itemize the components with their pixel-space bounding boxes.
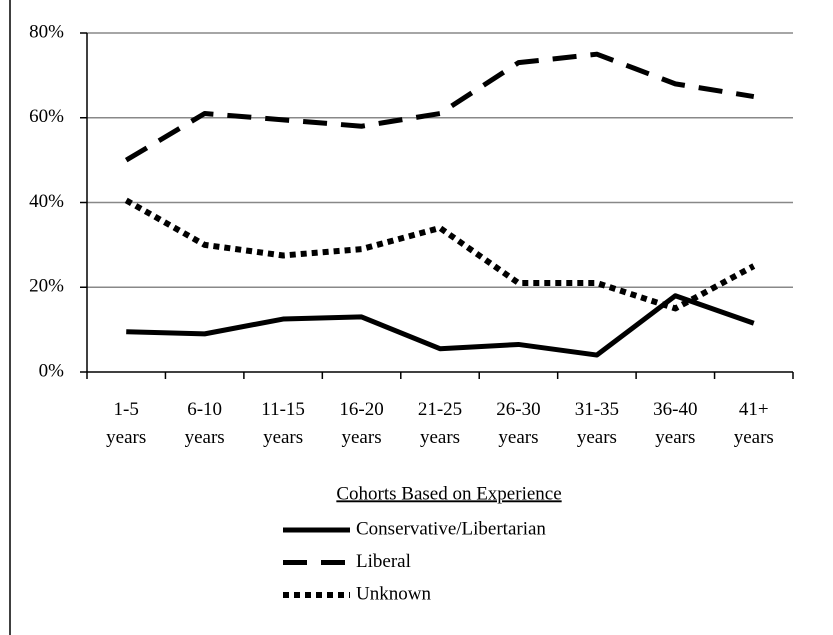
y-tick-label: 80% <box>29 21 64 42</box>
x-tick-label: 31-35 years <box>574 399 620 448</box>
x-tick-label: 21-25 years <box>417 399 463 448</box>
y-tick-label: 40% <box>29 191 64 212</box>
x-tick-label: 11-15 years <box>261 399 305 448</box>
legend-label: Liberal <box>356 551 411 572</box>
legend-label: Conservative/Libertarian <box>356 518 546 539</box>
y-tick-label: 0% <box>39 360 65 381</box>
legend-title: Cohorts Based on Experience <box>336 483 561 504</box>
series-line <box>124 197 756 312</box>
y-tick-label: 60% <box>29 106 64 127</box>
series-line <box>126 293 755 358</box>
x-tick-label: 16-20 years <box>339 399 384 448</box>
legend-label: Unknown <box>356 583 431 604</box>
x-tick-label: 1-5 years <box>106 399 147 448</box>
x-tick-label: 6-10 years <box>184 399 225 448</box>
x-tick-label: 41+ years <box>733 399 774 448</box>
x-tick-label: 36-40 years <box>653 399 698 448</box>
x-tick-label: 26-30 years <box>496 399 541 448</box>
y-tick-label: 20% <box>29 276 64 297</box>
series-line <box>124 51 755 163</box>
